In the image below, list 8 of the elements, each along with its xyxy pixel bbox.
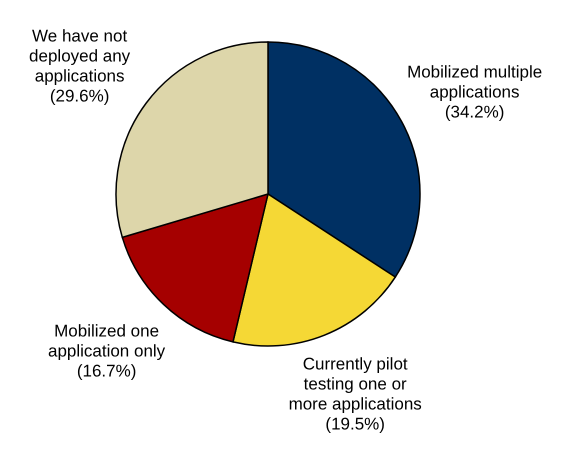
data-label: (29.6%) (50, 86, 110, 105)
slice-label: Mobilized one application only (48, 320, 166, 360)
data-label: (19.5%) (325, 414, 385, 434)
slice-label: We have not deployed any applications (29, 26, 131, 85)
slice-label: Mobilized multiple applications (407, 62, 542, 102)
slice-label: Currently pilot testing one or more applications (288, 354, 422, 414)
data-label: (16.7%) (76, 360, 136, 380)
data-label: (34.2%) (444, 102, 504, 122)
